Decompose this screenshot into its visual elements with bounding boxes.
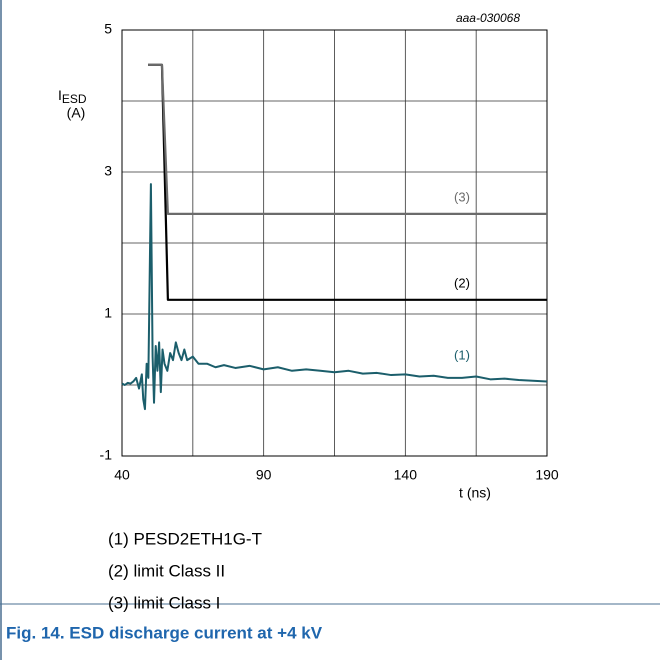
plot-frame (121, 29, 548, 457)
y-axis-label-main: I (58, 87, 62, 103)
x-tick-label: 90 (256, 467, 272, 483)
series-line (148, 63, 547, 301)
y-tick-label: 3 (104, 163, 112, 179)
legend-entry: (3) limit Class I (108, 593, 220, 612)
legend-entry: (1) PESD2ETH1G-T (108, 529, 262, 548)
series-label: (3) (454, 189, 470, 204)
legend-entry: (2) limit Class II (108, 561, 225, 580)
x-axis-label: t (ns) (459, 485, 491, 501)
y-axis-unit: (A) (67, 105, 86, 121)
x-tick-label: 40 (114, 467, 130, 483)
y-axis-label: IESD (58, 87, 87, 106)
series-label: (2) (454, 275, 470, 290)
x-tick-label: 140 (394, 467, 418, 483)
series-line (121, 183, 548, 411)
y-axis-label-sub: ESD (62, 92, 87, 106)
series-line (148, 63, 547, 215)
y-tick-label: 1 (104, 305, 112, 321)
y-tick-label: -1 (100, 447, 113, 463)
caption: Fig. 14. ESD discharge current at +4 kV (6, 623, 323, 642)
series-label: (1) (454, 347, 470, 362)
x-tick-label: 190 (535, 467, 559, 483)
figure-code: aaa-030068 (456, 11, 520, 25)
y-tick-label: 5 (104, 21, 112, 37)
